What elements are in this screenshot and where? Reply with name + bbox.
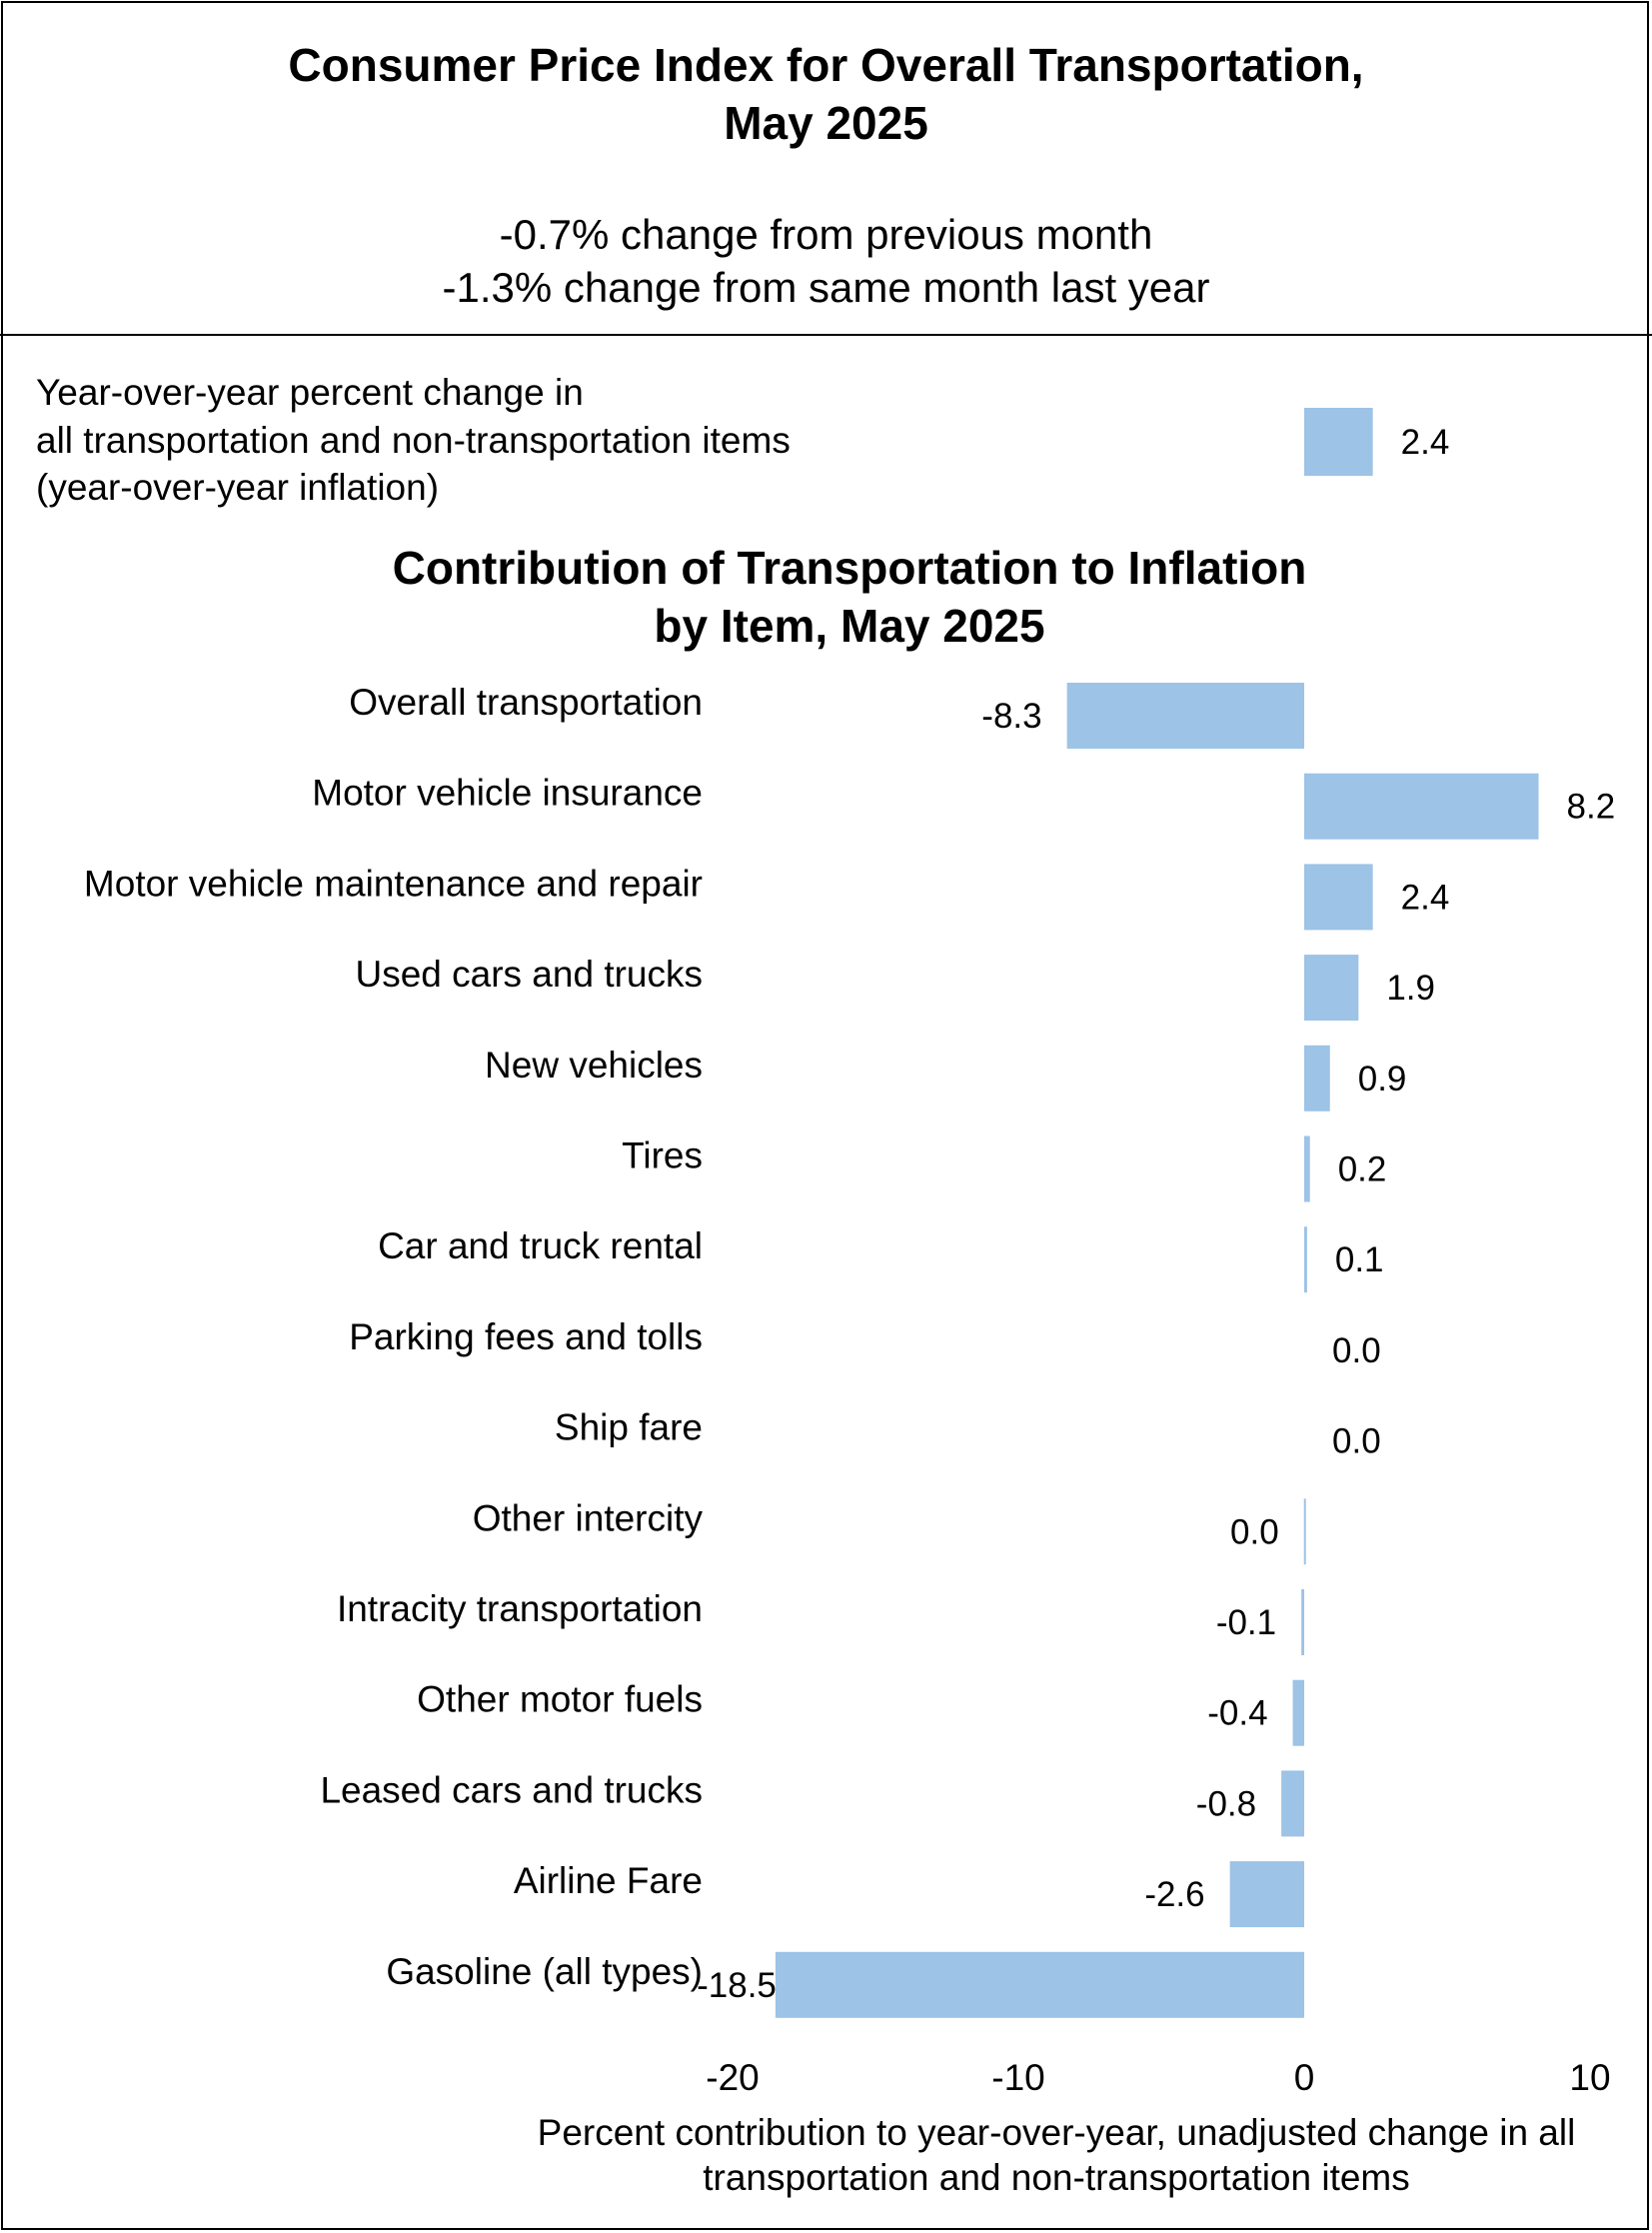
category-value-label: -18.5 <box>697 1966 777 2005</box>
chart-subtitle: -0.7% change from previous month -1.3% c… <box>0 208 1652 314</box>
yearly-change-text: -1.3% change from same month last year <box>442 264 1210 311</box>
category-bar <box>1304 773 1539 840</box>
monthly-change-text: -0.7% change from previous month <box>499 211 1153 258</box>
category-label: Leased cars and trucks <box>320 1769 703 1810</box>
category-value-label: 8.2 <box>1567 788 1616 827</box>
section-title-line: by Item, May 2025 <box>654 600 1044 652</box>
chart-title-line-2: May 2025 <box>724 97 928 149</box>
category-value-label: 0.1 <box>1335 1240 1384 1279</box>
category-value-label: 0.0 <box>1332 1331 1381 1370</box>
inflation-label-line: all transportation and non-transportatio… <box>36 420 791 461</box>
x-axis-label-line: transportation and non-transportation it… <box>703 2157 1410 2198</box>
category-value-label: -0.1 <box>1216 1603 1276 1642</box>
category-label: Intracity transportation <box>337 1588 703 1629</box>
chart-header: Consumer Price Index for Overall Transpo… <box>0 0 1652 336</box>
x-tick-label: -10 <box>991 2057 1044 2098</box>
category-label: New vehicles <box>485 1045 703 1086</box>
category-value-label: 0.0 <box>1230 1512 1279 1551</box>
section-title-line: Contribution of Transportation to Inflat… <box>393 542 1307 594</box>
category-value-label: 1.9 <box>1386 969 1435 1008</box>
category-value-label: -8.3 <box>981 697 1041 736</box>
inflation-label-line: Year-over-year percent change in <box>36 372 584 413</box>
category-label: Car and truck rental <box>378 1225 703 1266</box>
category-value-label: 0.0 <box>1332 1422 1381 1461</box>
category-label: Gasoline (all types) <box>386 1951 703 1992</box>
inflation-label-line: (year-over-year inflation) <box>36 467 439 508</box>
category-value-label: 0.9 <box>1358 1060 1407 1099</box>
chart-title-line-1: Consumer Price Index for Overall Transpo… <box>288 39 1364 91</box>
inflation-bar <box>1304 408 1373 476</box>
category-bar <box>1304 1226 1307 1293</box>
x-tick-label: 0 <box>1294 2057 1315 2098</box>
category-value-label: -2.6 <box>1144 1875 1204 1914</box>
category-bar <box>775 1951 1304 2018</box>
category-value-label: -0.4 <box>1207 1694 1267 1733</box>
category-bar <box>1066 683 1304 749</box>
category-bar <box>1304 955 1359 1022</box>
category-label: Airline Fare <box>514 1860 703 1901</box>
category-bar <box>1301 1589 1304 1655</box>
category-bar <box>1303 1498 1306 1565</box>
category-bar <box>1229 1861 1304 1928</box>
category-label: Overall transportation <box>349 682 703 723</box>
category-value-label: 2.4 <box>1401 878 1450 917</box>
category-bar <box>1281 1770 1304 1837</box>
category-label: Motor vehicle insurance <box>312 773 703 814</box>
x-tick-label: -20 <box>706 2057 759 2098</box>
x-axis-label-line: Percent contribution to year-over-year, … <box>538 2112 1576 2153</box>
category-label: Other intercity <box>473 1497 704 1538</box>
category-label: Tires <box>622 1135 703 1176</box>
category-label: Used cars and trucks <box>355 954 703 995</box>
category-label: Other motor fuels <box>417 1679 703 1720</box>
category-label: Parking fees and tolls <box>349 1316 703 1357</box>
category-value-label: 0.2 <box>1338 1150 1387 1189</box>
category-bar <box>1304 1135 1310 1202</box>
category-label: Ship fare <box>555 1407 703 1448</box>
category-bar <box>1304 864 1373 931</box>
category-bar <box>1304 1045 1330 1112</box>
category-label: Motor vehicle maintenance and repair <box>84 863 703 904</box>
chart-title: Consumer Price Index for Overall Transpo… <box>0 36 1652 152</box>
category-value-label: -0.8 <box>1196 1784 1256 1823</box>
x-tick-label: 10 <box>1569 2057 1610 2098</box>
inflation-value-label: 2.4 <box>1401 423 1450 462</box>
category-bar <box>1292 1679 1304 1746</box>
